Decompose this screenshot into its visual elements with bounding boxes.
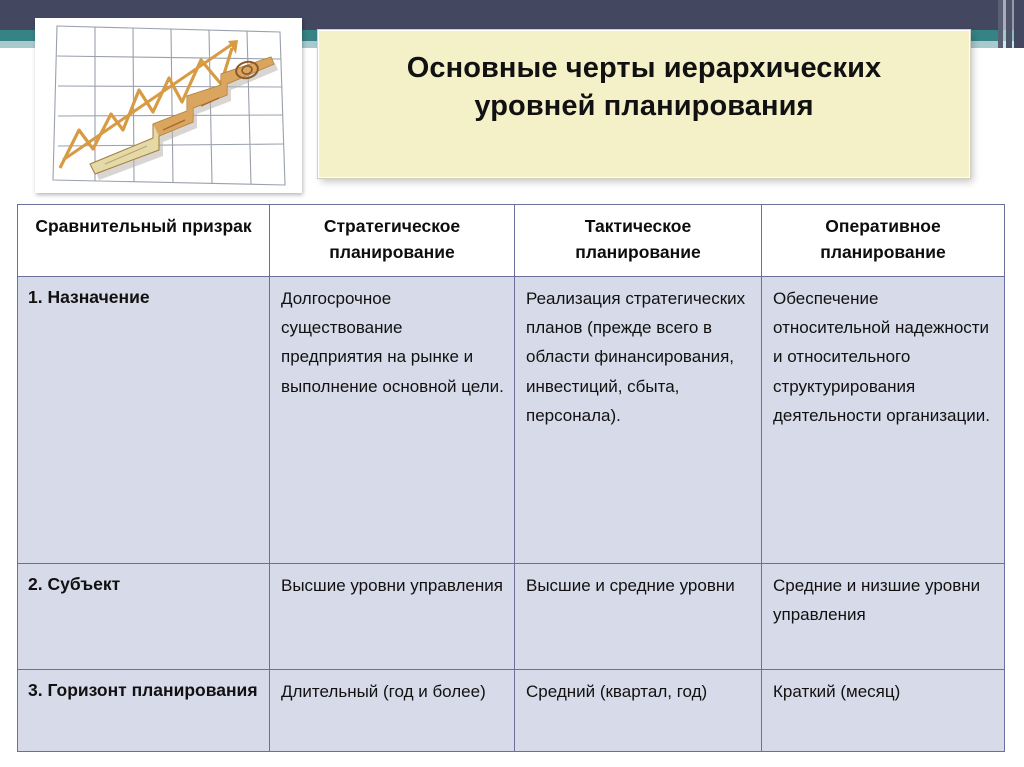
column-header-strategic: Стратегическое планирование xyxy=(269,204,515,277)
cell-subject-tactical: Высшие и средние уровни xyxy=(514,563,762,670)
row-label-purpose: 1. Назначение xyxy=(17,276,270,564)
cell-horizon-tactical: Средний (квартал, год) xyxy=(514,669,762,752)
comparison-table: Сравнительный призрак Стратегическое пла… xyxy=(17,204,1005,752)
cell-purpose-operational: Обеспечение относительной надежности и о… xyxy=(761,276,1005,564)
growth-chart-illustration xyxy=(35,18,302,193)
row-label-horizon: 3. Горизонт планирования xyxy=(17,669,270,752)
column-header-operational: Оперативное планирование xyxy=(761,204,1005,277)
slide-title-plaque: Основные черты иерархических уровней пла… xyxy=(317,29,971,179)
row-label-subject: 2. Субъект xyxy=(17,563,270,670)
column-header-criteria: Сравнительный призрак xyxy=(17,204,270,277)
cell-subject-strategic: Высшие уровни управления xyxy=(269,563,515,670)
header-edge-accent xyxy=(998,0,1024,48)
page-title: Основные черты иерархических уровней пла… xyxy=(406,52,882,123)
table-row: 2. Субъект Высшие уровни управления Высш… xyxy=(17,563,1005,670)
table-row: 1. Назначение Долгосрочное существование… xyxy=(17,276,1005,564)
comparison-table-container: Сравнительный призрак Стратегическое пла… xyxy=(17,204,1005,752)
cell-subject-operational: Средние и низшие уровни управления xyxy=(761,563,1005,670)
growth-chart-image xyxy=(35,18,302,193)
cell-purpose-strategic: Долгосрочное существование предприятия н… xyxy=(269,276,515,564)
cell-horizon-operational: Краткий (месяц) xyxy=(761,669,1005,752)
column-header-tactical: Тактическое планирование xyxy=(514,204,762,277)
table-header-row: Сравнительный призрак Стратегическое пла… xyxy=(17,204,1005,277)
cell-horizon-strategic: Длительный (год и более) xyxy=(269,669,515,752)
table-row: 3. Горизонт планирования Длительный (год… xyxy=(17,669,1005,752)
cell-purpose-tactical: Реализация стратегических планов (прежде… xyxy=(514,276,762,564)
